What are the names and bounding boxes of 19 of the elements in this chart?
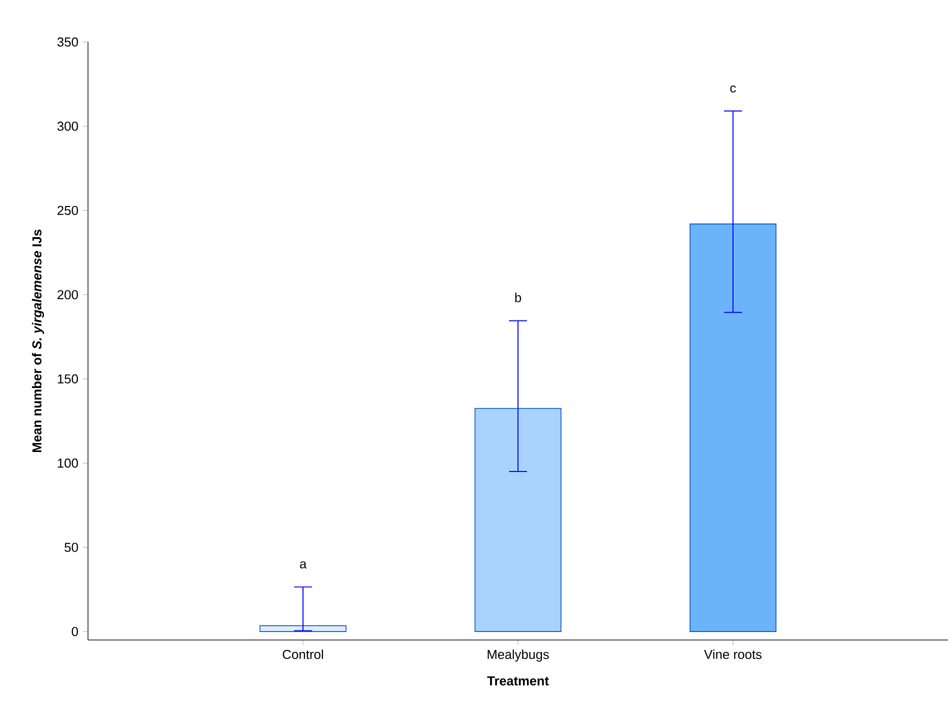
y-tick-label: 50	[64, 542, 78, 552]
y-tick-label: 100	[58, 458, 78, 468]
x-tick-label: Control	[282, 650, 324, 660]
annotation: b	[515, 292, 522, 302]
x-tick-label: Vine roots	[704, 650, 762, 660]
y-tick-label: 150	[58, 374, 78, 384]
x-tick-label: Mealybugs	[488, 650, 549, 662]
y-tick-label: 200	[58, 290, 78, 300]
bar	[690, 224, 776, 632]
text: Mean number of S. yirgalemense IJs	[32, 230, 44, 452]
y-tick-label: 250	[58, 206, 78, 216]
y-tick-label: 0	[72, 626, 78, 636]
y-tick-label: 300	[57, 122, 78, 131]
bar	[474, 408, 562, 632]
y-tick-label: 350	[57, 37, 78, 47]
x-axis-title: Treatment	[487, 676, 549, 686]
annotation: c	[730, 85, 736, 93]
bar	[260, 625, 346, 632]
annotation: a	[300, 561, 307, 568]
